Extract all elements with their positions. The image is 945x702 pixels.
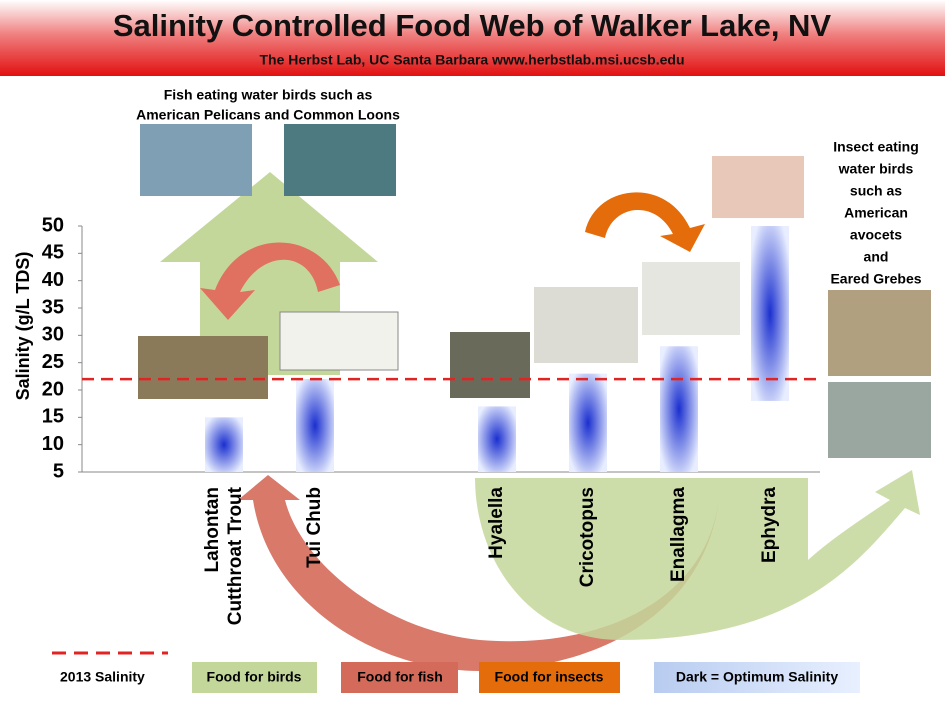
annotation: American Pelicans and Common Loons bbox=[136, 107, 400, 123]
annotation: and bbox=[864, 249, 889, 265]
annotation: such as bbox=[850, 183, 902, 199]
bar bbox=[296, 379, 334, 472]
legend-label: Food for fish bbox=[357, 669, 443, 685]
y-tick-label: 5 bbox=[53, 460, 64, 482]
annotation: water birds bbox=[838, 161, 914, 177]
bar bbox=[205, 417, 243, 472]
grebe-photo bbox=[828, 382, 931, 458]
bird-food-arrow bbox=[475, 470, 920, 640]
x-tick-label: Ephydra bbox=[759, 487, 780, 563]
bar bbox=[660, 346, 698, 472]
legend-label: Food for insects bbox=[495, 669, 604, 685]
ephydra-photo bbox=[712, 156, 804, 218]
y-tick-label: 50 bbox=[42, 214, 64, 236]
y-axis-label: Salinity (g/L TDS) bbox=[13, 252, 33, 401]
annotation: avocets bbox=[850, 227, 902, 243]
avocet-photo bbox=[828, 290, 931, 376]
trout-photo bbox=[138, 336, 268, 399]
bar bbox=[478, 406, 516, 472]
y-tick-label: 15 bbox=[42, 406, 64, 428]
y-tick-label: 25 bbox=[42, 351, 64, 373]
x-tick-label: Enallagma bbox=[668, 487, 689, 582]
legend-label: 2013 Salinity bbox=[60, 669, 145, 685]
chart-subtitle: The Herbst Lab, UC Santa Barbara www.her… bbox=[259, 52, 684, 68]
x-tick-label: Tui Chub bbox=[304, 487, 325, 568]
y-tick-label: 45 bbox=[42, 242, 64, 264]
enallagma-photo bbox=[642, 262, 740, 335]
bar bbox=[751, 226, 789, 401]
y-tick-label: 35 bbox=[42, 296, 64, 318]
y-tick-label: 30 bbox=[42, 324, 64, 346]
bar bbox=[569, 374, 607, 472]
x-tick-label: Hyalella bbox=[486, 487, 507, 559]
chart-title: Salinity Controlled Food Web of Walker L… bbox=[113, 8, 832, 43]
loon-photo bbox=[284, 124, 396, 196]
chub-photo bbox=[280, 312, 398, 370]
legend-label: Dark = Optimum Salinity bbox=[676, 669, 838, 685]
insect-arrow bbox=[585, 192, 705, 252]
cricotopus-photo bbox=[534, 287, 638, 363]
annotation: Eared Grebes bbox=[830, 271, 921, 287]
y-tick-label: 10 bbox=[42, 433, 64, 455]
chart: Salinity Controlled Food Web of Walker L… bbox=[0, 0, 945, 702]
x-tick-label: Cricotopus bbox=[577, 487, 598, 587]
hyalella-photo bbox=[450, 332, 530, 398]
annotation: Fish eating water birds such as bbox=[164, 87, 373, 103]
pelican-photo bbox=[140, 124, 252, 196]
annotation: Insect eating bbox=[833, 139, 919, 155]
y-tick-label: 20 bbox=[42, 378, 64, 400]
y-tick-label: 40 bbox=[42, 269, 64, 291]
legend-label: Food for birds bbox=[207, 669, 302, 685]
annotation: American bbox=[844, 205, 908, 221]
